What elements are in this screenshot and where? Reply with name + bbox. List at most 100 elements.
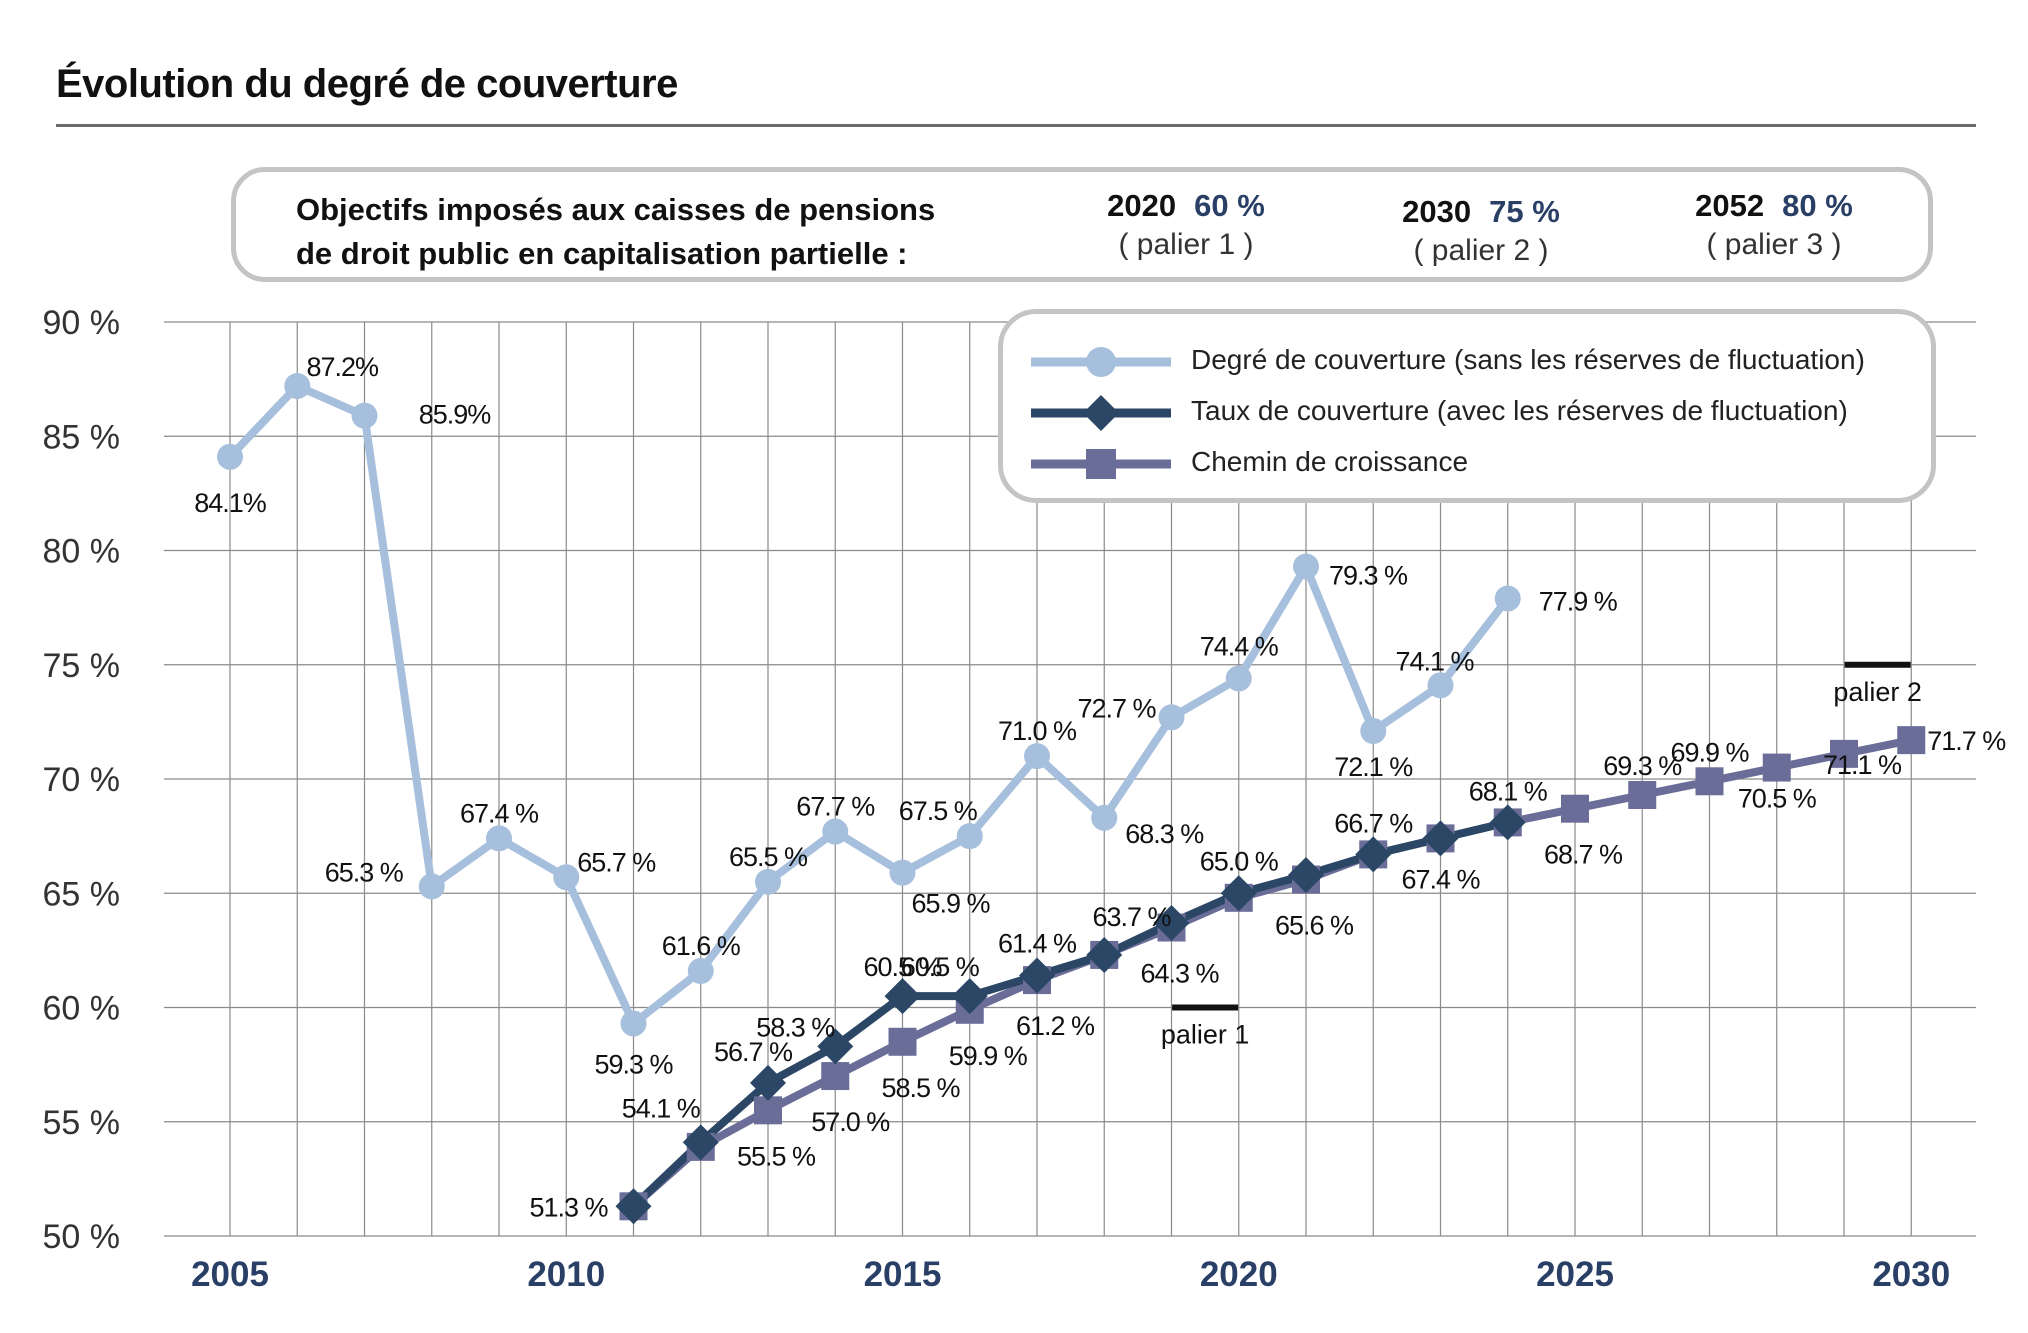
data-point-circle xyxy=(1225,665,1252,692)
objectives-box: Objectifs imposés aux caisses de pension… xyxy=(231,167,1933,282)
legend-swatch-diamond xyxy=(1031,395,1171,431)
data-point-diamond xyxy=(1489,804,1526,841)
data-point-diamond xyxy=(951,978,988,1015)
legend-swatch-circle xyxy=(1031,347,1171,377)
data-point-circle xyxy=(822,818,849,845)
objective-target-2020: 2020 60 % ( palier 1 ) xyxy=(1056,188,1316,262)
legend-swatch-square xyxy=(1031,449,1171,479)
data-point-diamond xyxy=(750,1064,786,1101)
data-label: 57.0 % xyxy=(811,1107,890,1137)
data-point-circle xyxy=(1494,585,1521,612)
y-tick-label: 90 % xyxy=(43,304,121,342)
data-label: 55.5 % xyxy=(737,1141,816,1171)
data-label: 61.6 % xyxy=(662,931,741,961)
objective-percent: 80 % xyxy=(1782,188,1853,223)
data-label: 69.3 % xyxy=(1603,751,1682,781)
title-divider xyxy=(56,124,1976,127)
objective-stage: ( palier 3 ) xyxy=(1706,228,1842,261)
data-point-diamond xyxy=(1288,856,1324,893)
data-label: 71.0 % xyxy=(998,716,1077,746)
objectives-label-line2: de droit public en capitalisation partie… xyxy=(296,236,908,271)
palier-label: palier 2 xyxy=(1833,677,1922,707)
data-label: 72.7 % xyxy=(1077,693,1156,723)
data-point-square xyxy=(1695,767,1724,796)
data-label: 71.1 % xyxy=(1823,750,1902,780)
data-point-diamond xyxy=(884,978,921,1015)
objective-year: 2030 xyxy=(1402,194,1472,229)
y-tick-label: 85 % xyxy=(43,418,121,456)
y-tick-label: 70 % xyxy=(43,761,121,799)
data-label: 84.1% xyxy=(194,488,267,518)
data-point-diamond xyxy=(615,1188,652,1225)
data-label: 59.9 % xyxy=(949,1041,1028,1071)
data-label: 79.3 % xyxy=(1329,560,1408,590)
data-point-square xyxy=(1762,753,1791,782)
y-tick-label: 75 % xyxy=(43,647,121,685)
data-label: 61.2 % xyxy=(1016,1011,1095,1041)
page-title: Évolution du degré de couverture xyxy=(56,62,678,106)
x-tick-label: 2030 xyxy=(1872,1255,1950,1294)
data-label: 56.7 % xyxy=(714,1037,793,1067)
objective-stage: ( palier 1 ) xyxy=(1118,228,1254,261)
legend-item-series3: Chemin de croissance xyxy=(1003,444,1931,484)
data-point-diamond xyxy=(1153,904,1190,941)
data-point-square xyxy=(1561,794,1589,823)
objectives-label: Objectifs imposés aux caisses de pension… xyxy=(296,188,935,276)
data-point-circle xyxy=(889,859,916,886)
data-label: 63.7 % xyxy=(1092,902,1171,932)
data-point-circle xyxy=(620,1010,647,1037)
legend-label: Degré de couverture (sans les réserves d… xyxy=(1191,344,1865,375)
data-label: 68.7 % xyxy=(1544,840,1623,870)
y-tick-label: 65 % xyxy=(43,875,121,913)
data-label: 85.9% xyxy=(419,400,492,430)
data-label: 65.5 % xyxy=(729,842,808,872)
data-point-square xyxy=(888,1027,917,1056)
data-point-diamond xyxy=(1086,936,1123,973)
data-label: 65.6 % xyxy=(1275,911,1354,941)
data-label: 65.3 % xyxy=(325,857,404,887)
data-label: 74.1 % xyxy=(1395,646,1474,676)
data-point-circle xyxy=(217,443,243,470)
data-point-diamond xyxy=(1355,836,1392,873)
data-label: 65.7 % xyxy=(577,847,656,877)
data-label: 54.1 % xyxy=(622,1093,701,1123)
x-tick-label: 2025 xyxy=(1536,1255,1614,1294)
data-point-circle xyxy=(418,873,445,900)
x-tick-label: 2005 xyxy=(191,1255,269,1294)
y-tick-label: 80 % xyxy=(43,533,121,571)
legend-label: Taux de couverture (avec les réserves de… xyxy=(1191,395,1848,426)
data-label: 87.2% xyxy=(306,352,379,382)
data-point-square xyxy=(754,1096,782,1125)
objectives-label-line1: Objectifs imposés aux caisses de pension… xyxy=(296,192,936,227)
data-label: 60.5 % xyxy=(863,952,942,982)
objective-percent: 75 % xyxy=(1489,194,1560,229)
objective-target-2052: 2052 80 % ( palier 3 ) xyxy=(1644,188,1904,262)
x-tick-label: 2015 xyxy=(864,1255,942,1294)
data-point-square xyxy=(1897,726,1926,755)
data-point-circle xyxy=(351,402,378,429)
data-label: 58.5 % xyxy=(881,1073,960,1103)
data-label: 67.7 % xyxy=(796,792,875,822)
data-point-diamond xyxy=(1422,820,1459,857)
data-point-circle xyxy=(284,372,311,399)
data-point-circle xyxy=(1091,804,1118,831)
data-label: 68.1 % xyxy=(1469,776,1548,806)
data-label: 69.9 % xyxy=(1670,737,1749,767)
data-point-square xyxy=(821,1062,850,1091)
x-tick-label: 2010 xyxy=(527,1255,605,1294)
y-tick-label: 50 % xyxy=(43,1218,121,1256)
x-tick-label: 2020 xyxy=(1200,1255,1278,1294)
data-point-circle xyxy=(1293,553,1319,580)
data-label: 71.7 % xyxy=(1927,726,2006,756)
data-label: 66.7 % xyxy=(1334,808,1413,838)
legend-item-series1: Degré de couverture (sans les réserves d… xyxy=(1003,342,1931,382)
legend-label: Chemin de croissance xyxy=(1191,446,1469,477)
data-label: 64.3 % xyxy=(1140,959,1219,989)
data-label: 77.9 % xyxy=(1539,586,1618,616)
data-label: 67.4 % xyxy=(1401,864,1480,894)
data-point-circle xyxy=(1158,704,1185,731)
data-point-diamond xyxy=(1019,957,1055,994)
data-point-diamond xyxy=(817,1028,854,1065)
data-label: 51.3 % xyxy=(529,1192,608,1222)
